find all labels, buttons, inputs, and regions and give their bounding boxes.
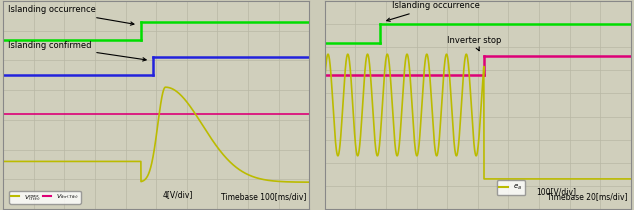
Legend: $e_a$: $e_a$ (496, 180, 525, 195)
Text: 100[V/div]: 100[V/div] (536, 188, 576, 197)
Text: Islanding occurrence: Islanding occurrence (387, 1, 480, 21)
Text: Islanding occurrence: Islanding occurrence (8, 5, 134, 25)
Text: Timebase 20[ms/div]: Timebase 20[ms/div] (547, 192, 628, 201)
Text: 4[V/div]: 4[V/div] (162, 191, 193, 200)
Text: Islanding confirmed: Islanding confirmed (8, 41, 146, 61)
Legend: $V^{max}_{(7th)}$, $V_{thr(7th)}$: $V^{max}_{(7th)}$, $V_{thr(7th)}$ (10, 191, 81, 204)
Text: Inverter stop: Inverter stop (447, 36, 501, 51)
Text: Timebase 100[ms/div]: Timebase 100[ms/div] (221, 192, 306, 201)
